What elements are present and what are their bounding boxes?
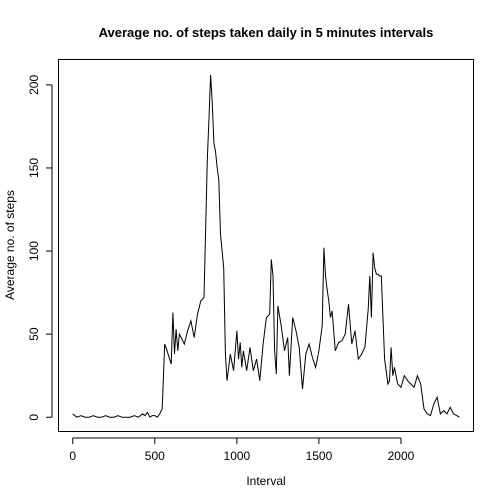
x-tick-label: 2000 [388,449,415,463]
plot-frame [58,59,474,432]
series-layer [72,74,460,418]
x-tick-label: 500 [145,449,165,463]
y-tick-label: 150 [27,158,41,178]
series-line [72,74,460,418]
y-axis-label: Average no. of steps [3,190,17,300]
x-axis-label: Interval [246,474,285,488]
x-tick-label: 1000 [224,449,251,463]
x-tick-label: 0 [69,449,76,463]
y-axis: 0 50 100 150 200 [27,75,53,421]
y-tick-label: 50 [27,327,41,341]
y-tick-label: 0 [27,414,41,421]
x-axis: 0 500 1000 1500 2000 [69,437,415,463]
y-tick-label: 100 [27,241,41,261]
x-tick-label: 1500 [306,449,333,463]
y-tick-label: 200 [27,75,41,95]
chart-title: Average no. of steps taken daily in 5 mi… [99,25,434,40]
